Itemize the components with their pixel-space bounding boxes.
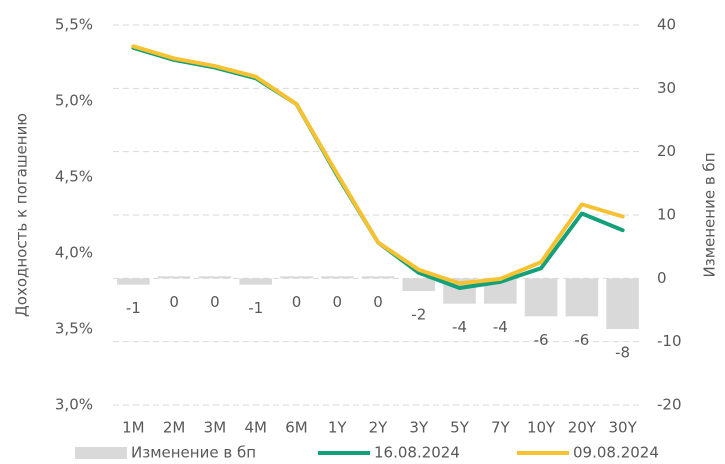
y-tick-label: 5,0% [55,92,93,110]
y-tick-label: 4,5% [55,168,93,186]
bar [280,276,313,279]
data-label: -4 [452,318,467,336]
bar [606,278,639,329]
y2-tick-label: -20 [657,396,682,414]
y-tick-label: 4,0% [55,244,93,262]
x-tick-label: 2M [163,419,186,437]
y2-tick-label: 20 [657,142,676,160]
bar [320,276,354,279]
data-label: -4 [493,318,508,336]
bar [117,278,150,285]
line [131,44,625,286]
x-tick-label: 1Y [328,419,348,437]
x-tick-label: 7Y [491,419,511,437]
y-axis-title: Доходность к погашению [13,113,31,317]
legend-label: Изменение в бп [131,444,256,462]
data-label: -6 [574,331,589,349]
data-label: 0 [373,293,383,311]
legend-swatch [75,447,127,459]
data-label: 0 [169,293,179,311]
data-label: -6 [534,331,549,349]
x-tick-label: 3Y [409,419,429,437]
bar [157,276,191,279]
bar [402,278,436,291]
x-tick-label: 4M [244,419,267,437]
x-tick-label: 6M [285,419,308,437]
y2-tick-label: 40 [657,16,676,34]
y2-axis-title: Изменение в бп [701,153,719,278]
data-label: -2 [411,306,426,324]
x-tick-label: 3M [204,419,227,437]
x-tick-label: 5Y [450,419,470,437]
y-tick-label: 5,5% [55,16,93,34]
bar [239,278,272,285]
legend-label: 16.08.2024 [374,444,460,462]
data-label: 0 [292,293,302,311]
bar [524,278,558,317]
data-label: -8 [615,344,630,362]
y2-tick-label: 10 [657,206,676,224]
bar [565,278,599,317]
x-tick-label: 20Y [568,419,597,437]
bar [198,276,232,279]
y2-tick-label: -10 [657,332,682,350]
x-tick-label: 1M [122,419,145,437]
data-label: 0 [210,293,220,311]
data-label: -1 [248,299,263,317]
data-label: -1 [126,299,141,317]
x-tick-label: 30Y [608,419,637,437]
y-tick-label: 3,0% [55,396,93,414]
data-label: 0 [332,293,342,311]
x-tick-label: 10Y [527,419,556,437]
bar [361,276,395,279]
y2-tick-label: 30 [657,79,676,97]
y2-tick-label: 0 [657,269,667,287]
x-tick-label: 2Y [369,419,389,437]
y-tick-label: 3,5% [55,320,93,338]
legend-label: 09.08.2024 [573,444,659,462]
